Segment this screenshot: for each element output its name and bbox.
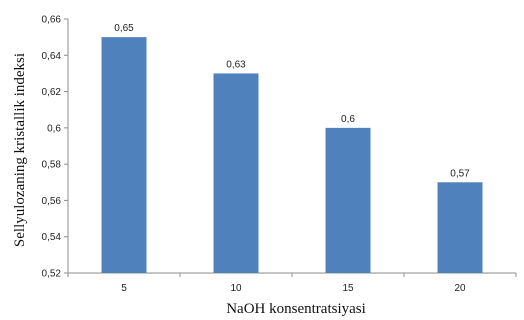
y-tick-label: 0,52 xyxy=(42,269,62,280)
x-axis-title: NaOH konsentratsiyasi xyxy=(226,301,366,317)
bar-value-label: 0,6 xyxy=(341,114,355,125)
data-labels: 0,65 0,63 0,6 0,57 xyxy=(114,23,470,179)
x-tick-label: 5 xyxy=(121,283,127,294)
y-tick-label: 0,6 xyxy=(47,123,61,134)
bar xyxy=(437,182,483,273)
y-tick-label: 0,62 xyxy=(42,87,62,98)
bar xyxy=(325,127,371,273)
y-axis-title: Sellyulozaning kristallik indeksi xyxy=(12,53,28,247)
y-tick-label: 0,66 xyxy=(42,15,62,26)
bar-value-label: 0,57 xyxy=(450,168,470,179)
y-tick-label: 0,54 xyxy=(42,232,62,243)
bar xyxy=(213,73,259,273)
x-ticks: 5 10 15 20 xyxy=(67,273,517,294)
x-tick-label: 10 xyxy=(230,283,242,294)
bar xyxy=(101,37,147,274)
x-tick-label: 20 xyxy=(454,283,466,294)
bar-value-label: 0,63 xyxy=(226,59,246,70)
bar-value-label: 0,65 xyxy=(114,23,134,34)
y-tick-label: 0,64 xyxy=(42,51,62,62)
y-tick-label: 0,56 xyxy=(42,196,62,207)
bars xyxy=(101,37,483,274)
x-tick-label: 15 xyxy=(342,283,354,294)
y-ticks: 0,52 0,54 0,56 0,58 0,6 0,62 0,64 0,66 xyxy=(42,15,68,280)
y-tick-label: 0,58 xyxy=(42,160,62,171)
